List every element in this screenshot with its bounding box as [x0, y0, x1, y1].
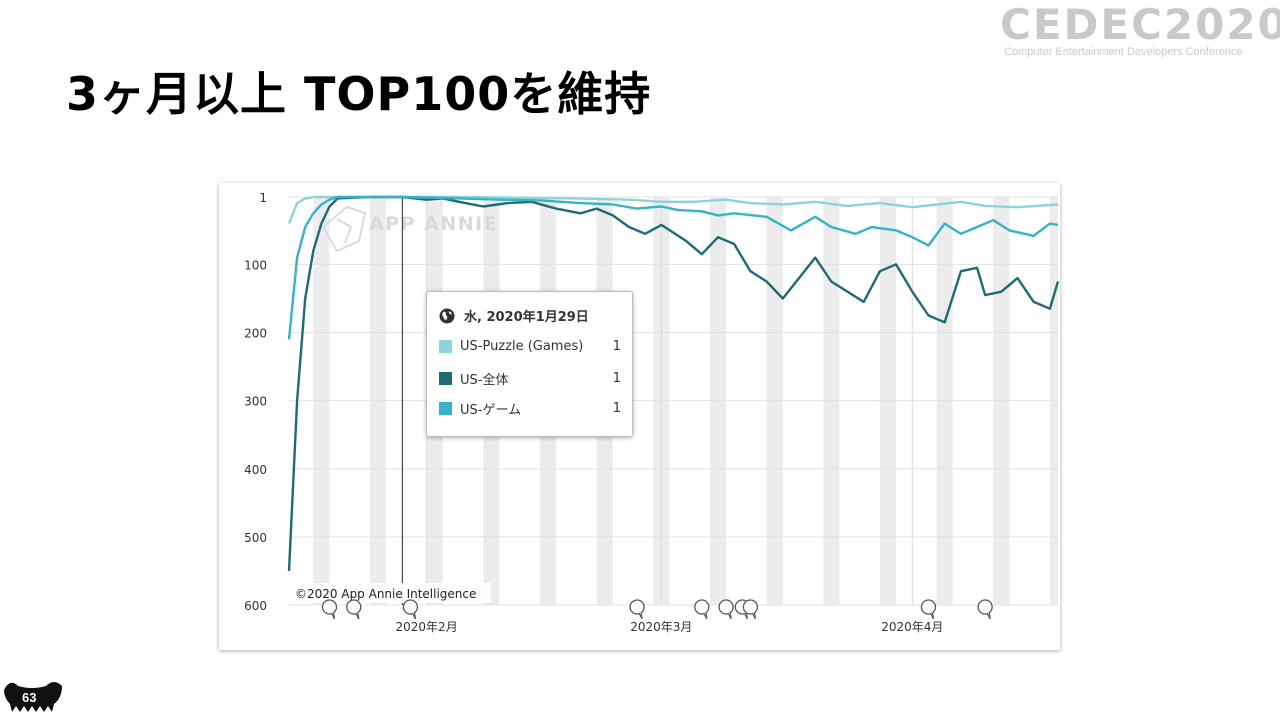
event-marker-bubble — [920, 599, 937, 615]
copyright-background — [291, 583, 491, 603]
event-marker-icon — [629, 599, 645, 620]
event-marker-tail — [743, 611, 748, 620]
logo-sub-text: Computer Entertainment Developers Confer… — [1004, 46, 1243, 58]
event-markers — [321, 599, 993, 620]
logo-main-text: CEDEC2020 — [1000, 0, 1280, 49]
page-number-badge — [4, 682, 62, 712]
event-marker-tail — [727, 611, 732, 620]
tooltip-row-puzzle: US-Puzzle (Games) 1 — [439, 339, 621, 354]
cedec-logo: CEDEC2020 Computer Entertainment Develop… — [1000, 0, 1280, 60]
event-marker-bubble — [694, 599, 710, 615]
app-annie-watermark-icon — [321, 205, 367, 253]
event-marker-tail — [330, 611, 336, 620]
event-marker-tail — [703, 611, 708, 620]
event-marker-tail — [411, 611, 417, 620]
copyright-text: ©2020 App Annie Intelligence — [295, 587, 476, 601]
y-tick-label: 100 — [244, 258, 267, 272]
chart-tooltip: 水, 2020年1月29日 US-Puzzle (Games) 1 US-全体 … — [426, 291, 633, 437]
legend-value-overall: 1 — [612, 371, 621, 386]
page-number: 63 — [22, 690, 37, 705]
event-marker-icon — [920, 599, 937, 620]
event-marker-bubble — [742, 599, 759, 615]
tooltip-row-games: US-ゲーム 1 — [439, 399, 621, 418]
tooltip-date: 水, 2020年1月29日 — [464, 310, 589, 325]
tooltip-header: 水, 2020年1月29日 — [439, 306, 589, 325]
slide-title: 3ヶ月以上 TOP100を維持 — [66, 67, 652, 121]
x-tick-label: 2020年2月 — [396, 620, 458, 634]
event-marker-icon — [977, 599, 993, 620]
event-marker-icon — [346, 599, 362, 620]
y-tick-label: 400 — [244, 463, 267, 477]
globe-icon — [439, 308, 455, 323]
event-marker-tail — [355, 611, 360, 620]
x-tick-label: 2020年3月 — [630, 620, 692, 634]
legend-label-puzzle: US-Puzzle (Games) — [460, 339, 584, 354]
event-marker-icon — [321, 599, 338, 620]
event-marker-bubble — [977, 599, 993, 615]
event-marker-bubble — [718, 599, 734, 615]
event-marker-icon — [402, 599, 419, 620]
legend-label-games: US-ゲーム — [460, 403, 522, 418]
legend-swatch-overall — [439, 372, 452, 385]
y-axis-labels: 1 100 200 300 400 500 600 — [244, 191, 267, 613]
x-axis-labels: 2020年2月 2020年3月 2020年4月 — [396, 620, 944, 634]
legend-value-games: 1 — [612, 401, 621, 416]
y-tick-label: 200 — [244, 327, 267, 341]
event-marker-bubble — [346, 599, 362, 615]
app-annie-watermark-icon-inner — [336, 218, 353, 244]
tooltip-row-overall: US-全体 1 — [439, 369, 621, 388]
x-tick-label: 2020年4月 — [881, 620, 943, 634]
event-marker-icon — [718, 599, 734, 620]
legend-swatch-puzzle — [439, 340, 452, 353]
event-marker-tail — [929, 611, 935, 620]
event-marker-tail — [751, 611, 756, 620]
y-tick-label: 1 — [259, 191, 267, 205]
event-marker-icon — [742, 599, 759, 620]
ranking-chart-svg: APP ANNIE 1 100 200 300 400 500 600 ©2020 App … — [244, 191, 1060, 634]
legend-value-puzzle: 1 — [612, 339, 621, 354]
event-marker-tail — [638, 611, 643, 620]
event-marker-bubble — [629, 599, 645, 615]
watermark: APP ANNIE — [321, 205, 498, 253]
watermark-text: APP ANNIE — [369, 213, 498, 235]
event-marker-bubble — [321, 599, 338, 615]
event-marker-icon — [694, 599, 710, 620]
series-lines — [287, 195, 1060, 571]
y-tick-label: 300 — [244, 395, 267, 409]
y-tick-label: 500 — [244, 531, 267, 545]
legend-label-overall: US-全体 — [460, 373, 509, 388]
ranking-chart[interactable]: APP ANNIE 1 100 200 300 400 500 600 ©2020 App … — [219, 183, 1060, 650]
legend-swatch-games — [439, 402, 452, 415]
event-marker-tail — [986, 611, 991, 620]
event-marker-bubble — [402, 599, 419, 615]
series-line-2 — [287, 195, 1059, 340]
y-tick-label: 600 — [244, 599, 267, 613]
